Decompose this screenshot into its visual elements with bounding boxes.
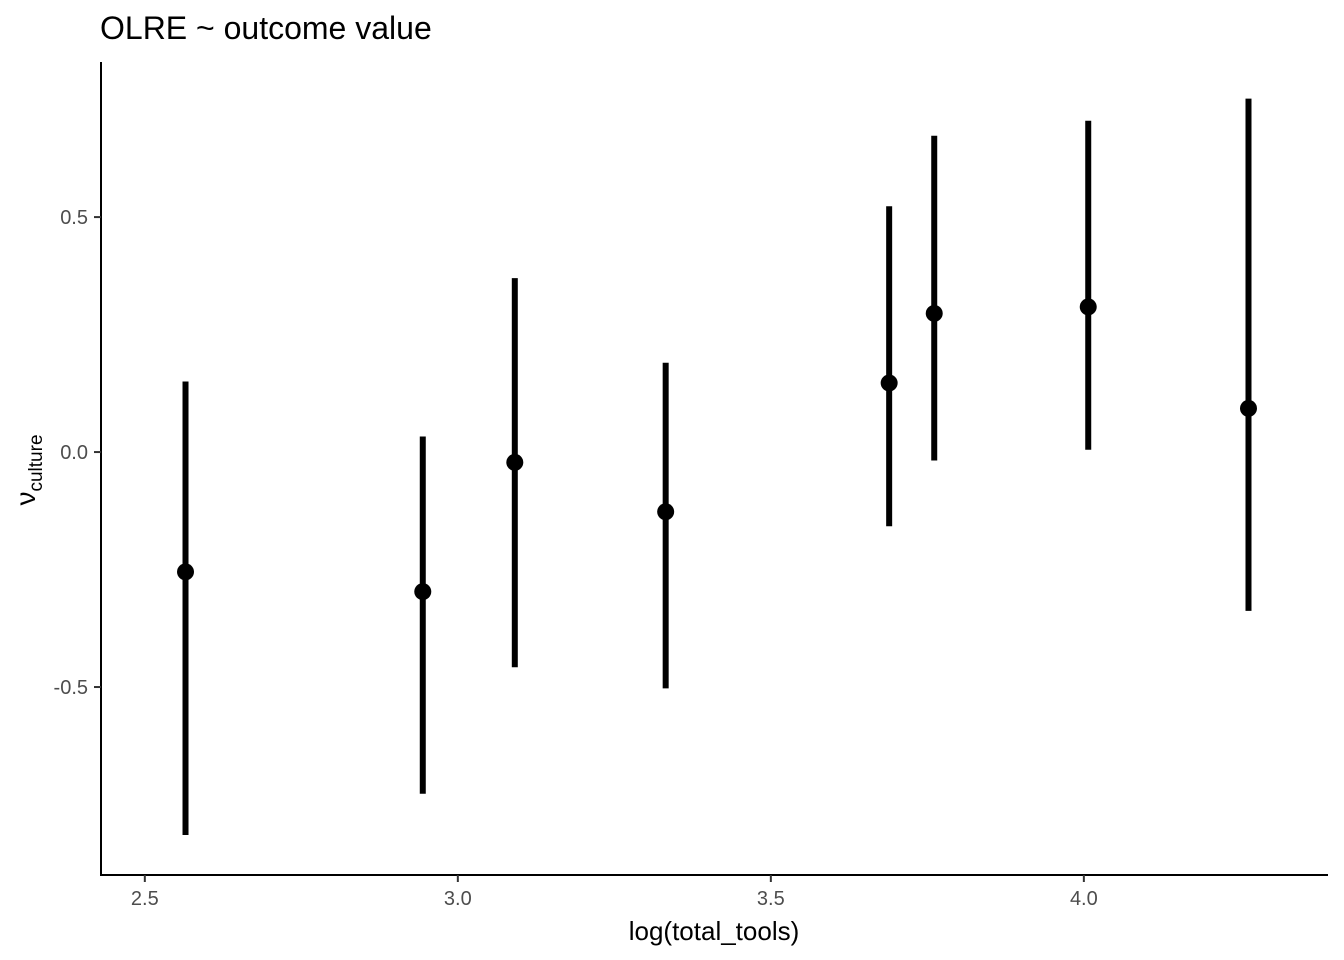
chart-title: OLRE ~ outcome value bbox=[100, 10, 432, 46]
y-tick-label: 0.5 bbox=[60, 207, 88, 229]
y-tick-label: 0.0 bbox=[60, 442, 88, 464]
y-ticks: -0.5 0.0 0.5 bbox=[54, 207, 101, 699]
y-axis-title-symbol: ν bbox=[10, 492, 41, 506]
data-point bbox=[1239, 399, 1257, 417]
y-axis-title: νculture bbox=[10, 434, 47, 505]
data-point bbox=[506, 453, 524, 471]
data-point bbox=[1079, 298, 1097, 316]
y-tick-label: -0.5 bbox=[54, 677, 88, 699]
data-point bbox=[657, 503, 675, 521]
x-tick-label: 2.5 bbox=[131, 888, 159, 910]
svg-text:νculture: νculture bbox=[10, 434, 47, 505]
data-point bbox=[925, 304, 943, 322]
plot-panel bbox=[177, 98, 1257, 836]
x-axis-title: log(total_tools) bbox=[629, 916, 800, 946]
x-tick-label: 4.0 bbox=[1070, 888, 1098, 910]
data-point bbox=[414, 583, 432, 601]
x-tick-label: 3.0 bbox=[444, 888, 472, 910]
y-axis-title-subscript: culture bbox=[26, 434, 47, 491]
data-point bbox=[880, 374, 898, 392]
x-tick-label: 3.5 bbox=[757, 888, 785, 910]
x-ticks: 2.5 3.0 3.5 4.0 bbox=[131, 875, 1098, 910]
data-point bbox=[177, 563, 195, 581]
